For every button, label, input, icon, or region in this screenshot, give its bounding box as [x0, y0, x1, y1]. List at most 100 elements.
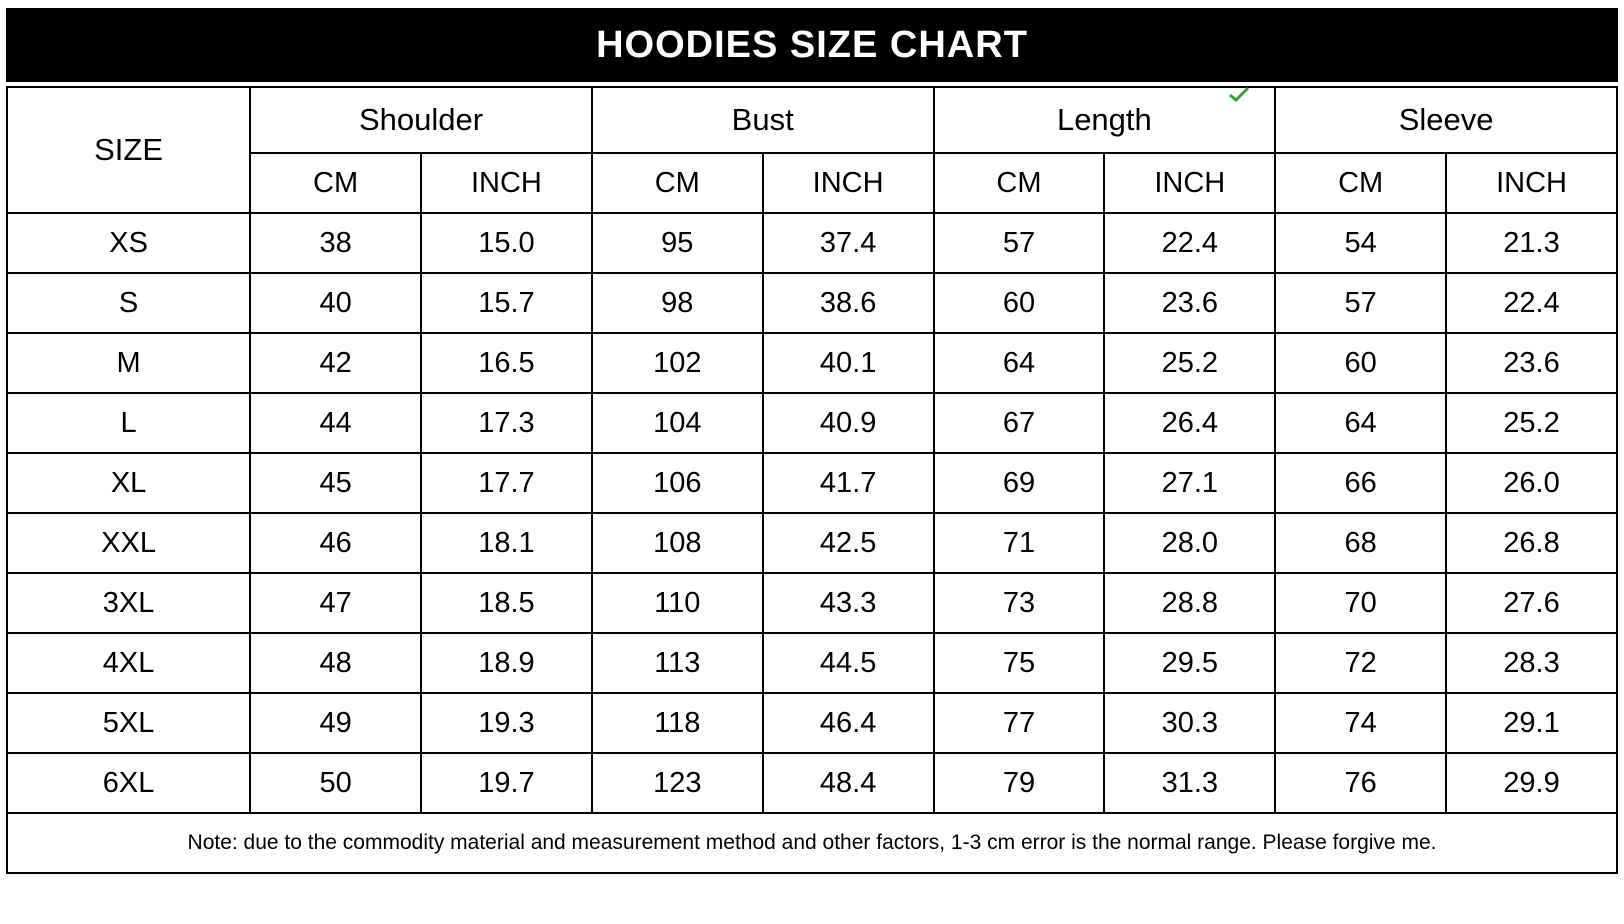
unit-header-inch: INCH [761, 152, 935, 214]
inch-value-cell: 28.3 [1445, 632, 1618, 694]
size-label-cell: 4XL [5, 632, 252, 694]
table-row: 5XL 49 19.3 118 46.4 77 30.3 74 29.1 [5, 692, 1618, 754]
inch-value-cell: 42.5 [761, 512, 935, 574]
cm-value-cell: 38 [249, 212, 422, 274]
group-header-bust: Bust [590, 86, 935, 154]
size-label-cell: M [5, 332, 252, 394]
inch-value-cell: 22.4 [1103, 212, 1277, 274]
cm-value-cell: 113 [590, 632, 764, 694]
cm-value-cell: 69 [932, 452, 1106, 514]
cm-value-cell: 102 [590, 332, 764, 394]
unit-header-row: CM INCH CM INCH CM INCH CM INCH [7, 152, 1618, 214]
table-row: L 44 17.3 104 40.9 67 26.4 64 25.2 [5, 392, 1618, 454]
table-row: XL 45 17.7 106 41.7 69 27.1 66 26.0 [5, 452, 1618, 514]
inch-value-cell: 19.3 [420, 692, 593, 754]
cm-value-cell: 64 [932, 332, 1106, 394]
size-label-cell: 6XL [5, 752, 252, 814]
inch-value-cell: 26.0 [1445, 452, 1618, 514]
cm-value-cell: 40 [249, 272, 422, 334]
group-header-row: SIZE Shoulder Bust Length Sleeve [5, 86, 1618, 214]
cm-value-cell: 71 [932, 512, 1106, 574]
unit-header-cm: CM [590, 152, 764, 214]
chart-title-bar: HOODIES SIZE CHART [6, 8, 1618, 82]
table-header: SIZE Shoulder Bust Length Sleeve CM INCH… [5, 86, 1618, 214]
inch-value-cell: 29.5 [1103, 632, 1277, 694]
inch-value-cell: 15.0 [420, 212, 593, 274]
inch-value-cell: 15.7 [420, 272, 593, 334]
cm-value-cell: 76 [1274, 752, 1448, 814]
cm-value-cell: 68 [1274, 512, 1448, 574]
unit-header-cm: CM [1274, 152, 1448, 214]
inch-value-cell: 21.3 [1445, 212, 1618, 274]
cm-value-cell: 79 [932, 752, 1106, 814]
size-label-cell: XL [5, 452, 252, 514]
unit-header-inch: INCH [1445, 152, 1618, 214]
cm-value-cell: 50 [249, 752, 422, 814]
cm-value-cell: 57 [932, 212, 1106, 274]
cm-value-cell: 54 [1274, 212, 1448, 274]
cm-value-cell: 60 [932, 272, 1106, 334]
cm-value-cell: 70 [1274, 572, 1448, 634]
cm-value-cell: 77 [932, 692, 1106, 754]
inch-value-cell: 18.9 [420, 632, 593, 694]
inch-value-cell: 40.1 [761, 332, 935, 394]
inch-value-cell: 26.8 [1445, 512, 1618, 574]
unit-header-cm: CM [932, 152, 1106, 214]
size-chart-table: SIZE Shoulder Bust Length Sleeve CM INCH… [5, 86, 1618, 874]
table-row: 6XL 50 19.7 123 48.4 79 31.3 76 29.9 [5, 752, 1618, 814]
inch-value-cell: 18.1 [420, 512, 593, 574]
table-footer: Note: due to the commodity material and … [6, 812, 1618, 874]
cm-value-cell: 123 [590, 752, 764, 814]
inch-value-cell: 23.6 [1445, 332, 1618, 394]
cm-value-cell: 73 [932, 572, 1106, 634]
inch-value-cell: 30.3 [1103, 692, 1277, 754]
inch-value-cell: 27.1 [1103, 452, 1277, 514]
inch-value-cell: 48.4 [761, 752, 935, 814]
inch-value-cell: 43.3 [761, 572, 935, 634]
inch-value-cell: 31.3 [1103, 752, 1277, 814]
cm-value-cell: 44 [249, 392, 422, 454]
table-row: XS 38 15.0 95 37.4 57 22.4 54 21.3 [5, 212, 1618, 274]
cm-value-cell: 118 [590, 692, 764, 754]
size-column-header: SIZE [5, 86, 252, 214]
unit-header-cm: CM [249, 152, 422, 214]
cm-value-cell: 46 [249, 512, 422, 574]
inch-value-cell: 23.6 [1103, 272, 1277, 334]
size-label-cell: 3XL [5, 572, 252, 634]
size-label-cell: XXL [5, 512, 252, 574]
inch-value-cell: 44.5 [761, 632, 935, 694]
inch-value-cell: 29.9 [1445, 752, 1618, 814]
cm-value-cell: 42 [249, 332, 422, 394]
cm-value-cell: 67 [932, 392, 1106, 454]
cm-value-cell: 48 [249, 632, 422, 694]
cm-value-cell: 108 [590, 512, 764, 574]
inch-value-cell: 18.5 [420, 572, 593, 634]
unit-header-inch: INCH [420, 152, 593, 214]
cm-value-cell: 95 [590, 212, 764, 274]
cm-value-cell: 106 [590, 452, 764, 514]
cm-value-cell: 110 [590, 572, 764, 634]
chart-title: HOODIES SIZE CHART [596, 23, 1028, 66]
inch-value-cell: 22.4 [1445, 272, 1618, 334]
inch-value-cell: 37.4 [761, 212, 935, 274]
table-row: 3XL 47 18.5 110 43.3 73 28.8 70 27.6 [5, 572, 1618, 634]
cm-value-cell: 64 [1274, 392, 1448, 454]
cm-value-cell: 47 [249, 572, 422, 634]
inch-value-cell: 17.3 [420, 392, 593, 454]
inch-value-cell: 25.2 [1103, 332, 1277, 394]
table-row: 4XL 48 18.9 113 44.5 75 29.5 72 28.3 [5, 632, 1618, 694]
cm-value-cell: 98 [590, 272, 764, 334]
cm-value-cell: 60 [1274, 332, 1448, 394]
group-header-shoulder: Shoulder [249, 86, 593, 154]
group-header-length: Length [932, 86, 1277, 154]
inch-value-cell: 25.2 [1445, 392, 1618, 454]
cm-value-cell: 49 [249, 692, 422, 754]
inch-value-cell: 41.7 [761, 452, 935, 514]
inch-value-cell: 40.9 [761, 392, 935, 454]
size-table-body: XS 38 15.0 95 37.4 57 22.4 54 21.3 S 40 15.7 98 38.6 6… [5, 212, 1618, 814]
cm-value-cell: 72 [1274, 632, 1448, 694]
inch-value-cell: 28.8 [1103, 572, 1277, 634]
inch-value-cell: 29.1 [1445, 692, 1618, 754]
size-label-cell: XS [5, 212, 252, 274]
